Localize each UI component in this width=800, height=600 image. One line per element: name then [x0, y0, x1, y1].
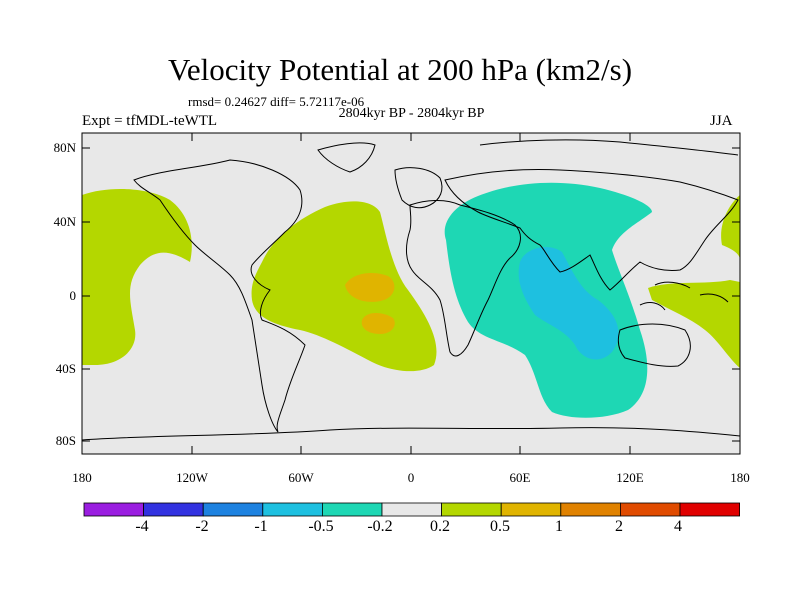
map-title: Velocity Potential at 200 hPa (km2/s): [167, 52, 633, 87]
lon-tick-label: 0: [407, 470, 415, 485]
lat-tick-label: 80S: [55, 433, 76, 448]
period-text: 2804kyr BP - 2804kyr BP: [338, 106, 485, 121]
map-background: [82, 133, 740, 454]
lon-tick-label: 60W: [288, 470, 314, 485]
contour-positive-west-pacific: [721, 195, 740, 260]
lat-tick-label: 40S: [55, 361, 76, 376]
lon-tick-label: 180: [72, 470, 92, 485]
colorbar-box: [560, 502, 621, 517]
lon-tick-label: 120W: [176, 470, 208, 485]
colorbar-box: [262, 502, 323, 517]
contour-strong-atlantic-north: [345, 273, 395, 302]
colorbar-box: [83, 502, 144, 517]
colorbar-label: -0.5: [308, 518, 334, 535]
colorbar-label: -4: [135, 518, 149, 535]
colorbar-label: 1: [555, 518, 563, 535]
colorbar-box: [143, 502, 204, 517]
colorbar-box: [381, 502, 442, 517]
colorbar-box: [620, 502, 681, 517]
colorbar-label: -2: [195, 518, 209, 535]
contour-strong-atlantic-south: [361, 312, 395, 334]
lat-tick-label: 40N: [53, 214, 76, 229]
lon-tick-label: 60E: [509, 470, 531, 485]
contour-positive-maritime: [648, 280, 740, 368]
season-label: JJA: [710, 113, 733, 129]
colorbar: [83, 502, 740, 517]
lon-tick-label: 180: [730, 470, 750, 485]
colorbar-label: 2: [615, 518, 623, 535]
colorbar-box: [321, 502, 383, 517]
lat-tick-label: 0: [69, 288, 77, 303]
lat-tick-label: 80N: [53, 140, 76, 155]
colorbar-label: -0.2: [367, 518, 393, 535]
axis-ticks: [82, 133, 740, 454]
colorbar-label: 0.5: [490, 518, 510, 535]
colorbar-label: -1: [254, 518, 268, 535]
colorbar-box: [500, 502, 562, 517]
colorbar-label: 0.2: [430, 518, 450, 535]
colorbar-label: 4: [674, 518, 682, 535]
experiment-label: Expt = tfMDL-teWTL: [82, 113, 218, 129]
colorbar-box: [202, 502, 264, 517]
contour-positive-east-pacific: [82, 188, 192, 365]
colorbar-box: [679, 502, 740, 517]
lon-tick-label: 120E: [616, 470, 644, 485]
colorbar-box: [441, 502, 502, 517]
coastlines: [82, 139, 740, 441]
stats-text: rmsd= 0.24627 diff= 5.72117e-06: [188, 94, 365, 109]
contour-negative-strong-indian: [518, 247, 619, 360]
